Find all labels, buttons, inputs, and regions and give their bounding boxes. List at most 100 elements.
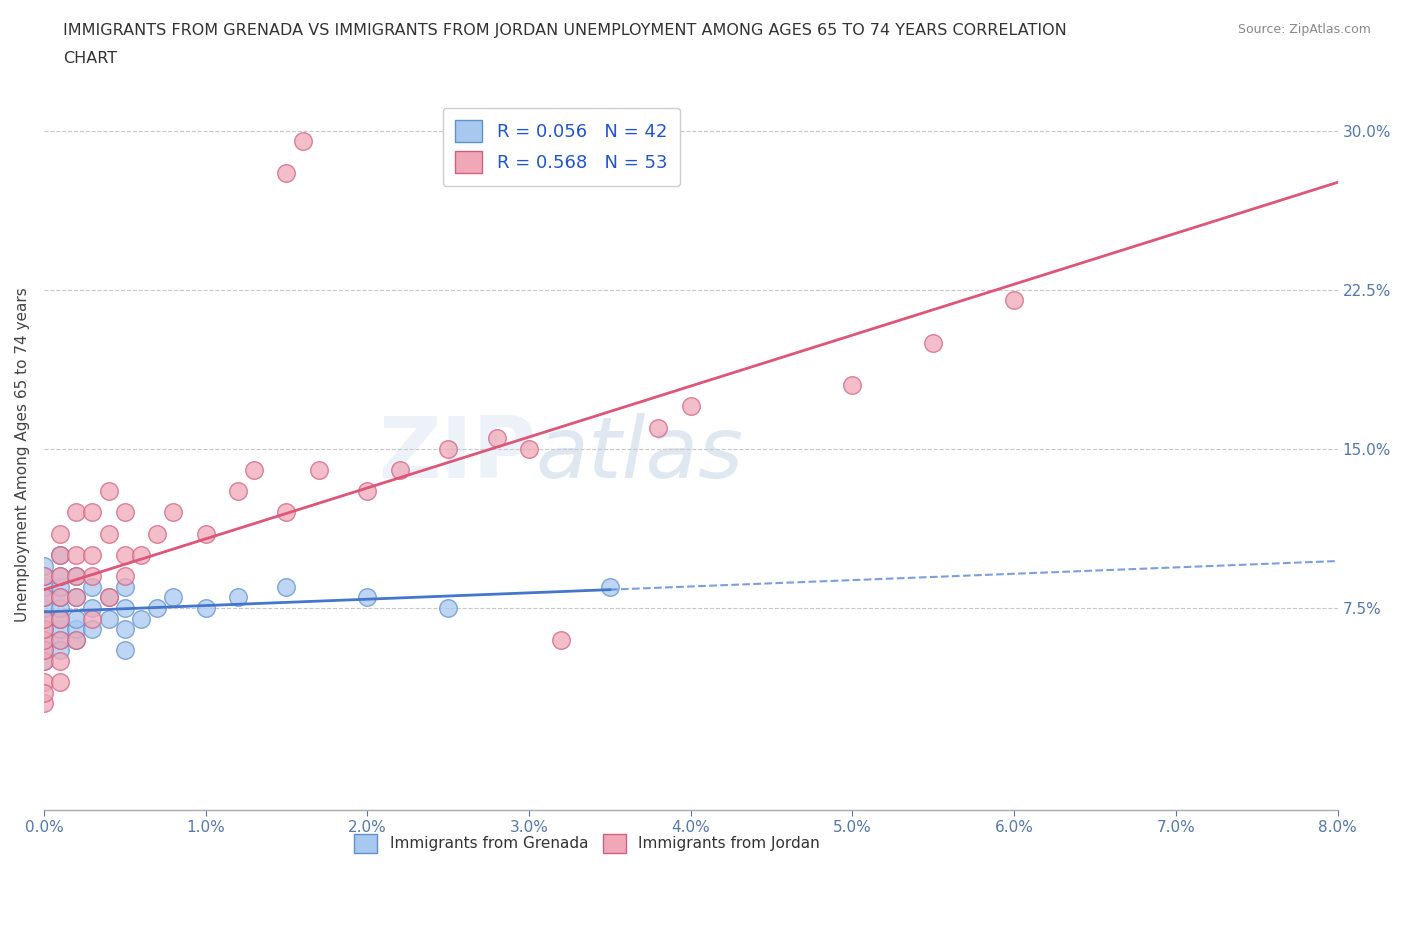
Point xyxy=(97,526,120,541)
Point xyxy=(599,579,621,594)
Point xyxy=(226,590,249,604)
Point xyxy=(146,526,169,541)
Point xyxy=(679,399,702,414)
Point xyxy=(32,632,55,647)
Point xyxy=(388,462,411,477)
Point xyxy=(32,558,55,573)
Point xyxy=(82,548,104,563)
Point xyxy=(32,611,55,626)
Point xyxy=(82,601,104,616)
Point xyxy=(49,611,72,626)
Point xyxy=(485,431,508,445)
Point xyxy=(65,569,87,584)
Point xyxy=(291,134,314,149)
Point xyxy=(49,548,72,563)
Point xyxy=(1002,293,1025,308)
Point xyxy=(194,526,217,541)
Point xyxy=(65,590,87,604)
Text: IMMIGRANTS FROM GRENADA VS IMMIGRANTS FROM JORDAN UNEMPLOYMENT AMONG AGES 65 TO : IMMIGRANTS FROM GRENADA VS IMMIGRANTS FR… xyxy=(63,23,1067,38)
Point xyxy=(65,632,87,647)
Text: Source: ZipAtlas.com: Source: ZipAtlas.com xyxy=(1237,23,1371,36)
Point xyxy=(437,601,460,616)
Point xyxy=(49,601,72,616)
Point xyxy=(162,505,184,520)
Point xyxy=(32,675,55,690)
Point xyxy=(65,632,87,647)
Point xyxy=(65,505,87,520)
Point xyxy=(32,590,55,604)
Point xyxy=(49,548,72,563)
Point xyxy=(97,611,120,626)
Point xyxy=(49,611,72,626)
Point xyxy=(32,696,55,711)
Point xyxy=(129,548,152,563)
Point xyxy=(517,442,540,457)
Point xyxy=(97,484,120,498)
Point xyxy=(32,622,55,637)
Point xyxy=(276,505,298,520)
Point xyxy=(49,569,72,584)
Point xyxy=(32,569,55,584)
Point xyxy=(49,675,72,690)
Point xyxy=(49,632,72,647)
Point xyxy=(194,601,217,616)
Point xyxy=(65,569,87,584)
Point xyxy=(922,336,945,351)
Text: CHART: CHART xyxy=(63,51,117,66)
Text: ZIP: ZIP xyxy=(378,413,536,496)
Point xyxy=(49,643,72,658)
Point xyxy=(356,590,378,604)
Point xyxy=(226,484,249,498)
Point xyxy=(32,601,55,616)
Point xyxy=(146,601,169,616)
Point xyxy=(437,442,460,457)
Point xyxy=(129,611,152,626)
Point xyxy=(114,505,136,520)
Point xyxy=(82,569,104,584)
Point xyxy=(114,601,136,616)
Point xyxy=(32,685,55,700)
Point xyxy=(32,579,55,594)
Point xyxy=(82,579,104,594)
Text: atlas: atlas xyxy=(536,413,744,496)
Point xyxy=(49,654,72,669)
Point xyxy=(65,548,87,563)
Point xyxy=(49,590,72,604)
Point xyxy=(550,632,572,647)
Point xyxy=(32,590,55,604)
Point xyxy=(243,462,266,477)
Point xyxy=(32,643,55,658)
Point xyxy=(82,622,104,637)
Point xyxy=(49,632,72,647)
Point xyxy=(114,569,136,584)
Point xyxy=(65,611,87,626)
Point xyxy=(32,643,55,658)
Point xyxy=(82,505,104,520)
Point xyxy=(356,484,378,498)
Point xyxy=(97,590,120,604)
Point xyxy=(162,590,184,604)
Point xyxy=(49,569,72,584)
Point xyxy=(65,590,87,604)
Point xyxy=(32,622,55,637)
Point xyxy=(276,166,298,180)
Point xyxy=(65,622,87,637)
Point xyxy=(49,590,72,604)
Point xyxy=(647,420,669,435)
Point xyxy=(32,569,55,584)
Point xyxy=(114,643,136,658)
Point xyxy=(114,548,136,563)
Point xyxy=(32,611,55,626)
Legend: Immigrants from Grenada, Immigrants from Jordan: Immigrants from Grenada, Immigrants from… xyxy=(349,828,827,858)
Point xyxy=(114,622,136,637)
Point xyxy=(276,579,298,594)
Point xyxy=(32,654,55,669)
Point xyxy=(49,579,72,594)
Point xyxy=(32,632,55,647)
Y-axis label: Unemployment Among Ages 65 to 74 years: Unemployment Among Ages 65 to 74 years xyxy=(15,286,30,621)
Point xyxy=(49,526,72,541)
Point xyxy=(308,462,330,477)
Point xyxy=(32,654,55,669)
Point xyxy=(82,611,104,626)
Point xyxy=(49,622,72,637)
